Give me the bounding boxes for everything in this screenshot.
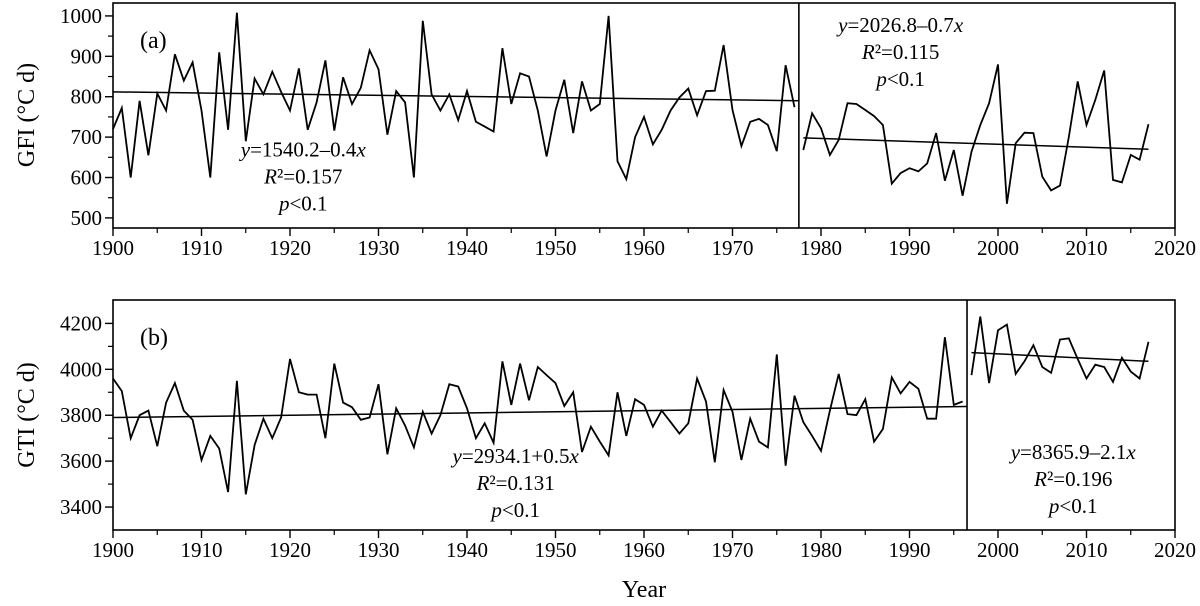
panel-b: 1900 1910 1920 1930 1940 1950 1960 1970 1980 1990…	[60, 299, 1196, 562]
regression-annotation: y=8365.9–2.1x	[1009, 440, 1137, 464]
x-tick-label: 2020	[1154, 538, 1196, 562]
regression-annotation: y=1540.2–0.4x	[239, 138, 367, 162]
y-tick-label: 3400	[60, 495, 102, 519]
regression-annotation: p<0.1	[874, 67, 925, 91]
x-tick-label: 1970	[712, 538, 754, 562]
x-tick-label: 1960	[623, 236, 665, 260]
x-tick-label: 1950	[535, 538, 577, 562]
y-tick-label: 4200	[60, 311, 102, 335]
x-tick-label: 2000	[977, 538, 1019, 562]
x-tick-label: 2000	[977, 236, 1019, 260]
x-tick-label: 1900	[92, 236, 134, 260]
x-tick-label: 1910	[181, 538, 223, 562]
x-tick-label: 1960	[623, 538, 665, 562]
x-tick-label: 1980	[800, 236, 842, 260]
x-tick-label: 1950	[535, 236, 577, 260]
x-tick-label: 1980	[800, 538, 842, 562]
y-tick-label: 1000	[60, 4, 102, 28]
x-tick-label: 1970	[712, 236, 754, 260]
regression-annotation: p<0.1	[277, 192, 328, 216]
x-tick-label: 1920	[269, 236, 311, 260]
regression-annotation: R²=0.157	[263, 165, 342, 189]
regression-annotation: p<0.1	[1047, 494, 1098, 518]
y-axis-title-a: GFI (°C d)	[14, 63, 40, 167]
x-axis-title: Year	[622, 577, 666, 603]
trend-line	[971, 351, 1149, 363]
x-tick-label: 2010	[1066, 236, 1108, 260]
trend-line	[112, 91, 799, 102]
data-series	[802, 64, 1150, 204]
x-tick-label: 1910	[181, 236, 223, 260]
x-tick-label: 1940	[446, 538, 488, 562]
x-tick-label: 1990	[889, 236, 931, 260]
x-tick-label: 1920	[269, 538, 311, 562]
y-tick-label: 600	[71, 166, 103, 190]
panel-letter-b: (b)	[140, 325, 168, 351]
y-tick-label: 4000	[60, 357, 102, 381]
data-series	[112, 337, 963, 495]
regression-annotation: R²=0.196	[1033, 467, 1112, 491]
x-tick-label: 1990	[889, 538, 931, 562]
y-tick-label: 3600	[60, 449, 102, 473]
regression-annotation: R²=0.131	[476, 471, 555, 495]
x-tick-label: 1900	[92, 538, 134, 562]
x-tick-label: 1940	[446, 236, 488, 260]
data-series	[112, 12, 796, 182]
y-tick-label: 3800	[60, 403, 102, 427]
y-axis-title-b: GTI (°C d)	[14, 362, 40, 468]
panel-a: 1900 1910 1920 1930 1940 1950 1960 1970 1980 1990…	[60, 2, 1196, 260]
x-tick-label: 1930	[358, 236, 400, 260]
data-series	[970, 316, 1150, 384]
y-tick-label: 500	[71, 206, 103, 230]
regression-annotation: p<0.1	[489, 498, 540, 522]
trend-line	[112, 405, 968, 419]
y-tick-label: 800	[71, 85, 103, 109]
x-tick-label: 2020	[1154, 236, 1196, 260]
panel-letter-a: (a)	[140, 28, 167, 54]
x-tick-label: 1930	[358, 538, 400, 562]
regression-annotation: y=2934.1+0.5x	[451, 444, 580, 468]
x-tick-label: 2010	[1066, 538, 1108, 562]
y-tick-label: 700	[71, 125, 103, 149]
regression-annotation: R²=0.115	[861, 40, 939, 64]
y-tick-label: 900	[71, 44, 103, 68]
regression-annotation: y=2026.8–0.7x	[836, 13, 964, 37]
trend-line	[803, 137, 1149, 150]
